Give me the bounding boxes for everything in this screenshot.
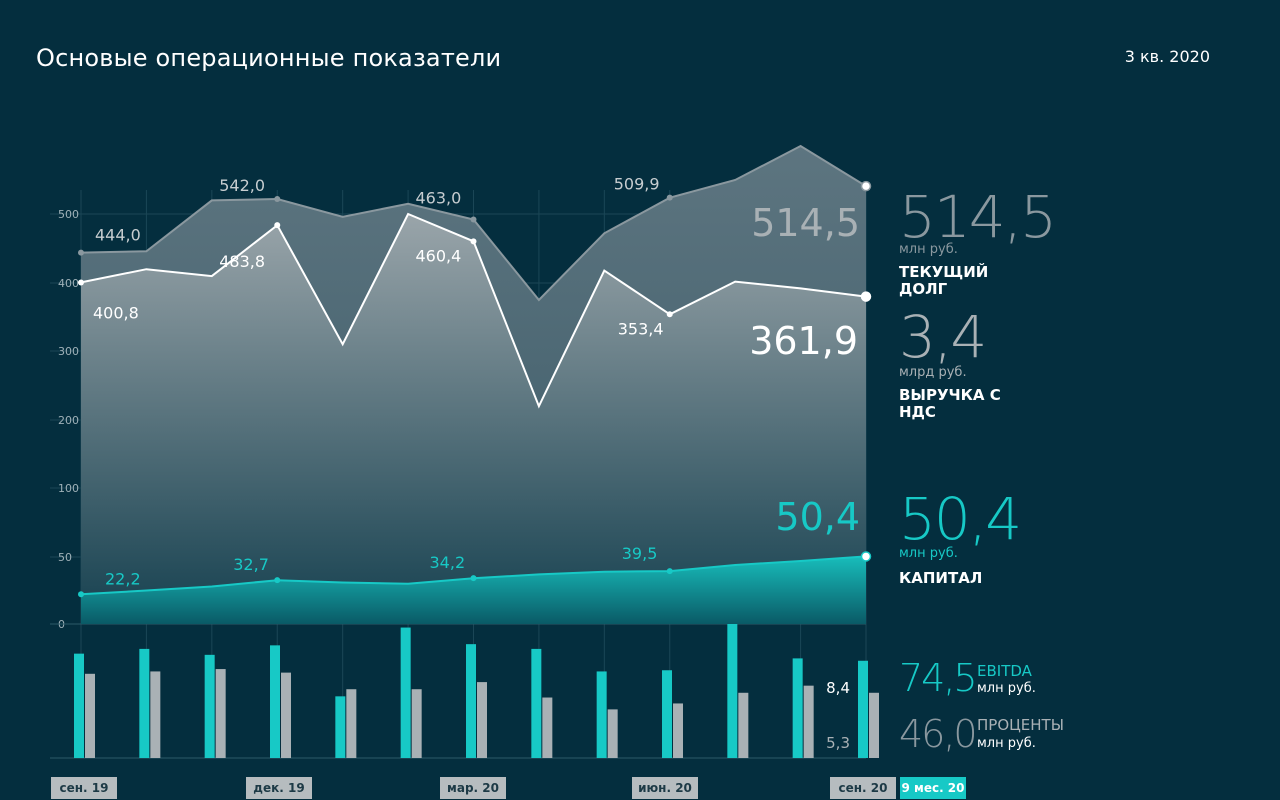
ebitda-bar <box>74 653 84 758</box>
chart-labels: 444,0 542,0 463,0 509,9 400,8 483,8 460,4 353,4… <box>93 175 860 752</box>
capital-point <box>274 577 281 584</box>
capital-data-label: 39,5 <box>622 544 658 563</box>
capital-data-label: 22,2 <box>105 569 141 588</box>
revenue-point <box>860 291 872 302</box>
revenue-unit: млрд руб. <box>899 365 967 380</box>
capital-point <box>78 591 84 598</box>
ebitda-bar <box>270 645 280 758</box>
revenue-point <box>274 222 281 229</box>
ebitda-name: EBITDA <box>977 662 1032 680</box>
capital-value: 50,4 <box>899 485 1022 553</box>
ebitda-bar <box>466 644 476 758</box>
revenue-data-label: 353,4 <box>618 319 664 338</box>
ebitda-bar <box>139 648 150 758</box>
revenue-value: 3,4 <box>899 303 987 371</box>
ebitda-bar <box>727 624 738 758</box>
y-tick-label: 500 <box>58 208 79 221</box>
interest-bar <box>803 685 814 758</box>
ebitda-bar <box>335 696 346 758</box>
ebitda-bar <box>596 671 607 758</box>
capital-unit: млн руб. <box>899 546 958 561</box>
debt-point <box>860 180 872 192</box>
ebitda-bar <box>531 648 542 758</box>
interest-bar <box>215 669 226 758</box>
debt-data-label: 509,9 <box>614 175 660 194</box>
interest-name: ПРОЦЕНТЫ <box>977 716 1064 734</box>
x-tick-jun20: июн. 20 <box>632 777 698 799</box>
revenue-point <box>78 279 84 286</box>
revenue-data-label: 483,8 <box>219 252 265 271</box>
interest-end-label: 5,3 <box>826 734 850 752</box>
capital-name: КАПИТАЛ <box>899 569 983 587</box>
bar-chart <box>74 624 879 758</box>
interest-bar <box>869 692 879 758</box>
revenue-data-label: 400,8 <box>93 303 139 322</box>
interest-bar <box>411 689 422 758</box>
y-tick-label: 400 <box>58 277 79 290</box>
capital-point <box>470 575 477 582</box>
debt-point <box>274 196 281 203</box>
x-tick-mar20: мар. 20 <box>440 777 506 799</box>
capital-point <box>860 551 872 562</box>
ebitda-value: 74,5 <box>899 656 978 700</box>
interest-bar <box>281 672 291 758</box>
debt-end-label: 514,5 <box>751 201 860 245</box>
interest-bar <box>607 709 618 758</box>
revenue-point <box>666 311 673 318</box>
interest-bar <box>346 689 357 758</box>
debt-unit: млн руб. <box>899 242 958 257</box>
revenue-point <box>470 238 477 245</box>
x-tick-sep19: сен. 19 <box>51 777 117 799</box>
y-tick-label: 100 <box>58 482 79 495</box>
interest-bar <box>477 682 487 758</box>
ebitda-bar <box>858 660 868 758</box>
interest-bar <box>150 671 161 758</box>
interest-bar <box>673 703 683 758</box>
ebitda-bar <box>400 627 411 758</box>
x-tick-sep20: сен. 20 <box>830 777 896 799</box>
chart-lines <box>78 144 872 598</box>
ebitda-bar <box>662 670 672 758</box>
interest-bar <box>738 692 749 758</box>
ebitda-bar <box>204 654 215 758</box>
capital-data-label: 34,2 <box>430 553 466 572</box>
x-tick-dec19: дек. 19 <box>246 777 312 799</box>
interest-value: 46,0 <box>899 712 978 756</box>
debt-value: 514,5 <box>899 183 1057 251</box>
period-label: 3 кв. 2020 <box>1124 47 1210 66</box>
interest-unit: млн руб. <box>977 736 1036 751</box>
x-tick-9m20: 9 мес. 20 <box>900 777 966 799</box>
page-title: Основые операционные показатели <box>36 44 502 72</box>
y-tick-label: 300 <box>58 345 79 358</box>
debt-data-label: 542,0 <box>219 176 265 195</box>
debt-point <box>666 194 673 201</box>
interest-bar <box>542 697 553 758</box>
debt-point <box>78 249 84 256</box>
ebitda-bar <box>792 658 803 758</box>
debt-data-label: 444,0 <box>95 226 141 245</box>
y-tick-label: 50 <box>58 551 72 564</box>
ebitda-unit: млн руб. <box>977 681 1036 696</box>
interest-bar <box>85 673 95 758</box>
capital-point <box>666 568 673 575</box>
debt-data-label: 463,0 <box>416 189 462 208</box>
y-tick-label: 200 <box>58 414 79 427</box>
debt-name: ТЕКУЩИЙ ДОЛГ <box>899 263 989 298</box>
debt-point <box>470 216 477 223</box>
revenue-name: ВЫРУЧКА С НДС <box>899 386 1001 421</box>
revenue-data-label: 460,4 <box>416 246 462 265</box>
revenue-end-label: 361,9 <box>749 319 858 363</box>
capital-data-label: 32,7 <box>233 555 269 574</box>
capital-end-label: 50,4 <box>775 495 860 539</box>
ebitda-end-label: 8,4 <box>826 679 850 697</box>
